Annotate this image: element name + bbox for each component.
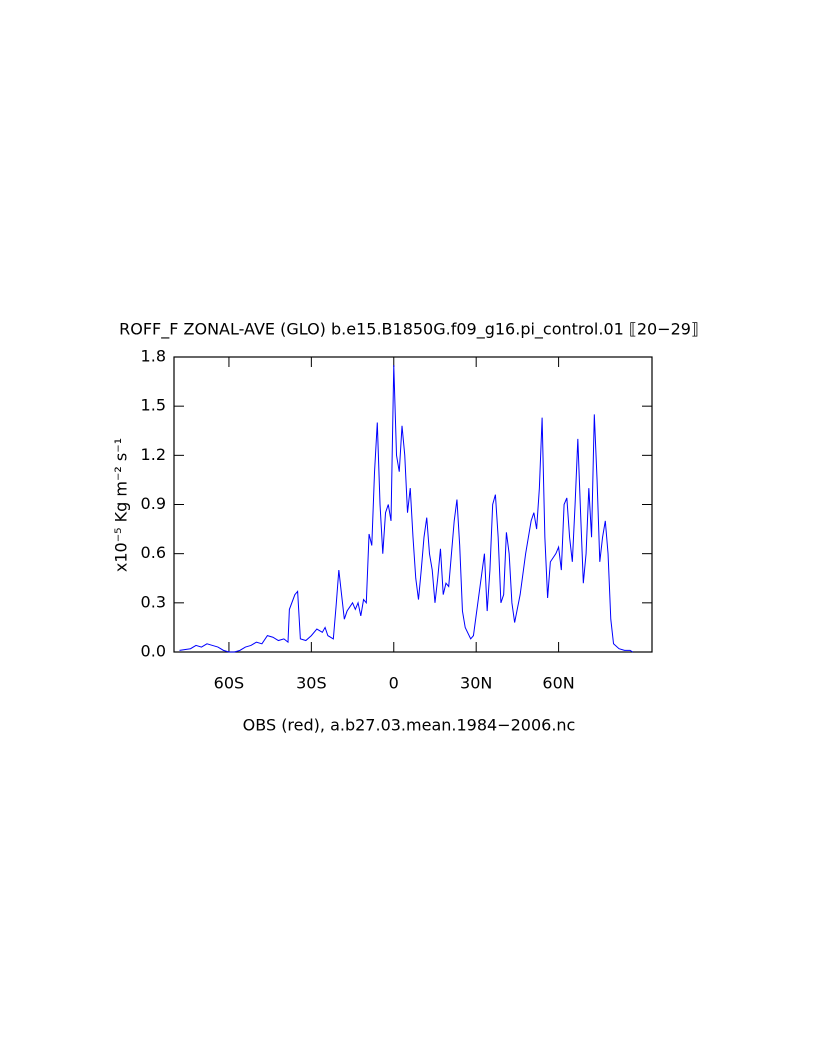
y-tick-label: 0.9 — [141, 494, 166, 513]
data-line — [179, 365, 634, 653]
y-tick-label: 1.8 — [141, 347, 166, 366]
x-axis-label: OBS (red), a.b27.03.mean.1984−2006.nc — [243, 716, 576, 735]
x-tick-label: 30N — [460, 674, 492, 693]
y-tick-label: 0.3 — [141, 592, 166, 611]
y-tick-label: 1.2 — [141, 445, 166, 464]
y-axis-label: x10⁻⁵ Kg m⁻² s⁻¹ — [112, 438, 131, 572]
y-tick-label: 0.6 — [141, 543, 166, 562]
x-tick-label: 60N — [542, 674, 574, 693]
x-tick-label: 30S — [296, 674, 327, 693]
x-tick-label: 0 — [389, 674, 399, 693]
x-tick-label: 60S — [214, 674, 245, 693]
y-tick-label: 0.0 — [141, 642, 166, 661]
y-tick-label: 1.5 — [141, 396, 166, 415]
chart-title: ROFF_F ZONAL-AVE (GLO) b.e15.B1850G.f09_… — [119, 320, 699, 340]
